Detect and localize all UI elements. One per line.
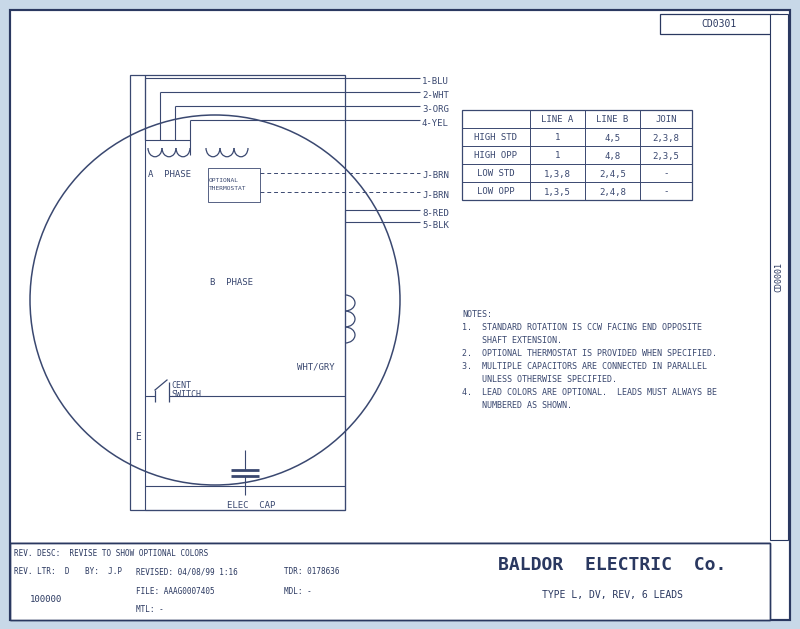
Text: 1: 1 <box>555 133 560 143</box>
Text: REV. DESC:  REVISE TO SHOW OPTIONAL COLORS: REV. DESC: REVISE TO SHOW OPTIONAL COLOR… <box>14 548 208 557</box>
Text: -: - <box>663 187 669 196</box>
Text: B  PHASE: B PHASE <box>210 278 253 287</box>
Text: 1,3,5: 1,3,5 <box>544 187 571 196</box>
Text: 3.  MULTIPLE CAPACITORS ARE CONNECTED IN PARALLEL: 3. MULTIPLE CAPACITORS ARE CONNECTED IN … <box>462 362 707 371</box>
Text: 2-WHT: 2-WHT <box>422 91 449 99</box>
Text: REV. LTR:  D: REV. LTR: D <box>14 567 70 577</box>
Text: LOW STD: LOW STD <box>477 169 515 179</box>
Bar <box>10 543 770 620</box>
Text: 5-BLK: 5-BLK <box>422 221 449 230</box>
Text: BY:  J.P: BY: J.P <box>85 567 122 577</box>
Text: MTL: -: MTL: - <box>136 604 164 613</box>
Text: 2,4,5: 2,4,5 <box>599 169 626 179</box>
Text: WHT/GRY: WHT/GRY <box>297 363 334 372</box>
Text: NOTES:: NOTES: <box>462 310 492 319</box>
Text: 2.  OPTIONAL THERMOSTAT IS PROVIDED WHEN SPECIFIED.: 2. OPTIONAL THERMOSTAT IS PROVIDED WHEN … <box>462 349 717 358</box>
Text: SHAFT EXTENSION.: SHAFT EXTENSION. <box>462 336 562 345</box>
Text: 2,3,5: 2,3,5 <box>653 152 679 160</box>
Text: SWITCH: SWITCH <box>171 390 201 399</box>
Text: 3-ORG: 3-ORG <box>422 104 449 113</box>
Bar <box>10 543 770 620</box>
Text: J-BRN: J-BRN <box>422 191 449 199</box>
Text: THERMOSTAT: THERMOSTAT <box>209 186 246 191</box>
Text: OPTIONAL: OPTIONAL <box>209 178 239 183</box>
Text: LINE A: LINE A <box>542 116 574 125</box>
Text: HIGH STD: HIGH STD <box>474 133 518 143</box>
Text: 4,5: 4,5 <box>605 133 621 143</box>
Text: CD0301: CD0301 <box>702 19 737 29</box>
Text: BALDOR  ELECTRIC  Co.: BALDOR ELECTRIC Co. <box>498 556 726 574</box>
Bar <box>130 75 345 510</box>
Text: 4.  LEAD COLORS ARE OPTIONAL.  LEADS MUST ALWAYS BE: 4. LEAD COLORS ARE OPTIONAL. LEADS MUST … <box>462 388 717 397</box>
Text: 1: 1 <box>555 152 560 160</box>
Text: LINE B: LINE B <box>596 116 629 125</box>
Text: -: - <box>663 169 669 179</box>
Text: A  PHASE: A PHASE <box>148 170 191 179</box>
Text: HIGH OPP: HIGH OPP <box>474 152 518 160</box>
Text: 1,3,8: 1,3,8 <box>544 169 571 179</box>
Text: FILE: AAAG0007405: FILE: AAAG0007405 <box>136 586 214 596</box>
Text: UNLESS OTHERWISE SPECIFIED.: UNLESS OTHERWISE SPECIFIED. <box>462 375 617 384</box>
Text: TDR: 0178636: TDR: 0178636 <box>284 567 339 577</box>
Text: 2,3,8: 2,3,8 <box>653 133 679 143</box>
Text: CD0001: CD0001 <box>774 262 783 292</box>
Text: 8-RED: 8-RED <box>422 208 449 218</box>
Text: 1.  STANDARD ROTATION IS CCW FACING END OPPOSITE: 1. STANDARD ROTATION IS CCW FACING END O… <box>462 323 702 332</box>
Text: CENT: CENT <box>171 381 191 390</box>
Bar <box>462 110 692 200</box>
Bar <box>208 168 260 202</box>
Text: MDL: -: MDL: - <box>284 586 312 596</box>
Text: 1-BLU: 1-BLU <box>422 77 449 86</box>
Text: J-BRN: J-BRN <box>422 172 449 181</box>
Text: REVISED: 04/08/99 1:16: REVISED: 04/08/99 1:16 <box>136 567 238 577</box>
Text: 4-YEL: 4-YEL <box>422 118 449 128</box>
Text: 4,8: 4,8 <box>605 152 621 160</box>
Text: JOIN: JOIN <box>655 116 677 125</box>
Text: LOW OPP: LOW OPP <box>477 187 515 196</box>
Text: E: E <box>135 432 141 442</box>
Bar <box>770 14 788 540</box>
Text: ELEC  CAP: ELEC CAP <box>227 501 275 510</box>
Text: 100000: 100000 <box>30 594 62 603</box>
Text: NUMBERED AS SHOWN.: NUMBERED AS SHOWN. <box>462 401 572 410</box>
Bar <box>660 14 778 34</box>
Text: TYPE L, DV, REV, 6 LEADS: TYPE L, DV, REV, 6 LEADS <box>542 590 682 600</box>
Text: 2,4,8: 2,4,8 <box>599 187 626 196</box>
